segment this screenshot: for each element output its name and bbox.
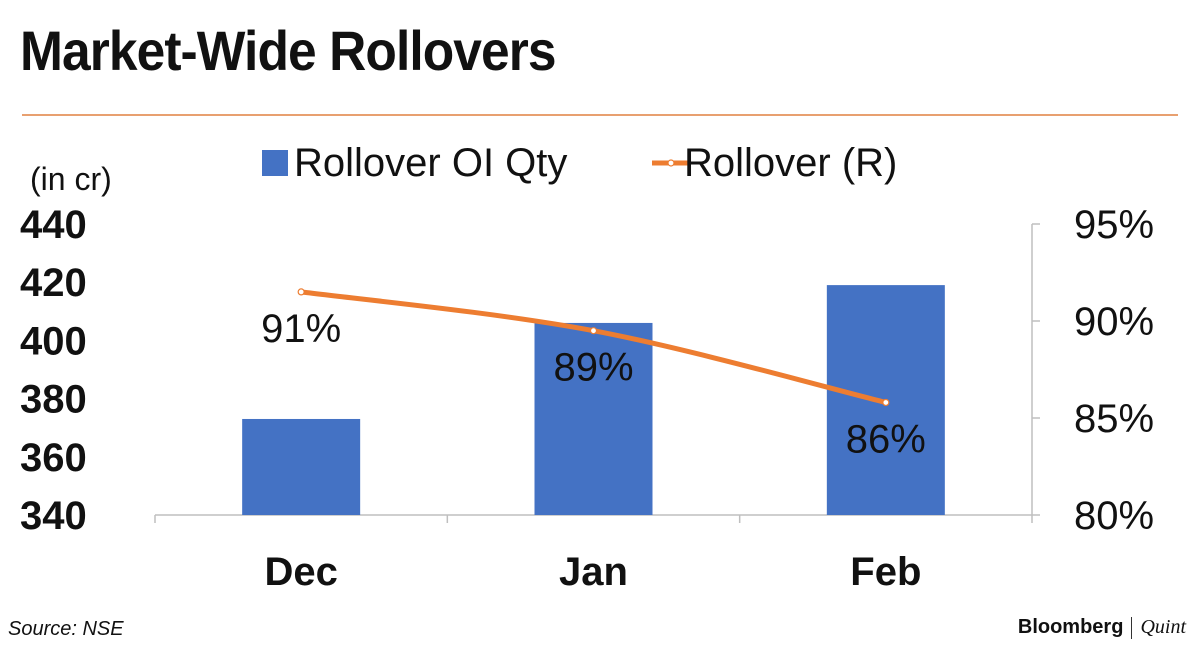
left-axis-unit: (in cr)	[30, 161, 112, 197]
data-label: 89%	[553, 346, 633, 390]
left-tick-label: 420	[20, 261, 87, 305]
legend-line-marker	[667, 159, 675, 167]
x-tick-label: Feb	[850, 550, 921, 594]
chart-title: Market-Wide Rollovers	[20, 19, 557, 82]
left-tick-label: 400	[20, 319, 87, 363]
brand-separator	[1131, 616, 1133, 639]
x-tick-label: Jan	[559, 550, 628, 594]
bar-jan	[534, 322, 653, 515]
rollover-point-jan	[589, 327, 598, 335]
left-tick-label: 440	[20, 203, 87, 247]
x-tick-label: Dec	[264, 550, 337, 594]
brand-suffix: Quint	[1140, 616, 1186, 638]
left-tick-label: 360	[20, 436, 87, 480]
legend-bar-label: Rollover OI Qty	[294, 141, 567, 185]
title-divider	[22, 114, 1178, 116]
legend-line-label: Rollover (R)	[684, 141, 897, 185]
right-tick-label: 85%	[1074, 397, 1154, 441]
right-tick-label: 95%	[1074, 203, 1154, 247]
brand-logo: Bloomberg Quint	[1018, 616, 1186, 639]
rollover-point-dec	[297, 288, 305, 296]
right-tick-label: 90%	[1074, 300, 1154, 344]
data-label: 91%	[261, 307, 341, 351]
bar-dec	[242, 418, 361, 515]
legend-bar-swatch	[262, 150, 288, 176]
left-tick-label: 380	[20, 378, 87, 422]
right-tick-label: 80%	[1074, 494, 1154, 538]
left-tick-label: 340	[20, 494, 87, 538]
rollover-point-feb	[882, 398, 890, 407]
source-note: Source: NSE	[8, 618, 124, 640]
brand-name: Bloomberg	[1017, 616, 1124, 638]
data-label: 86%	[846, 417, 926, 461]
